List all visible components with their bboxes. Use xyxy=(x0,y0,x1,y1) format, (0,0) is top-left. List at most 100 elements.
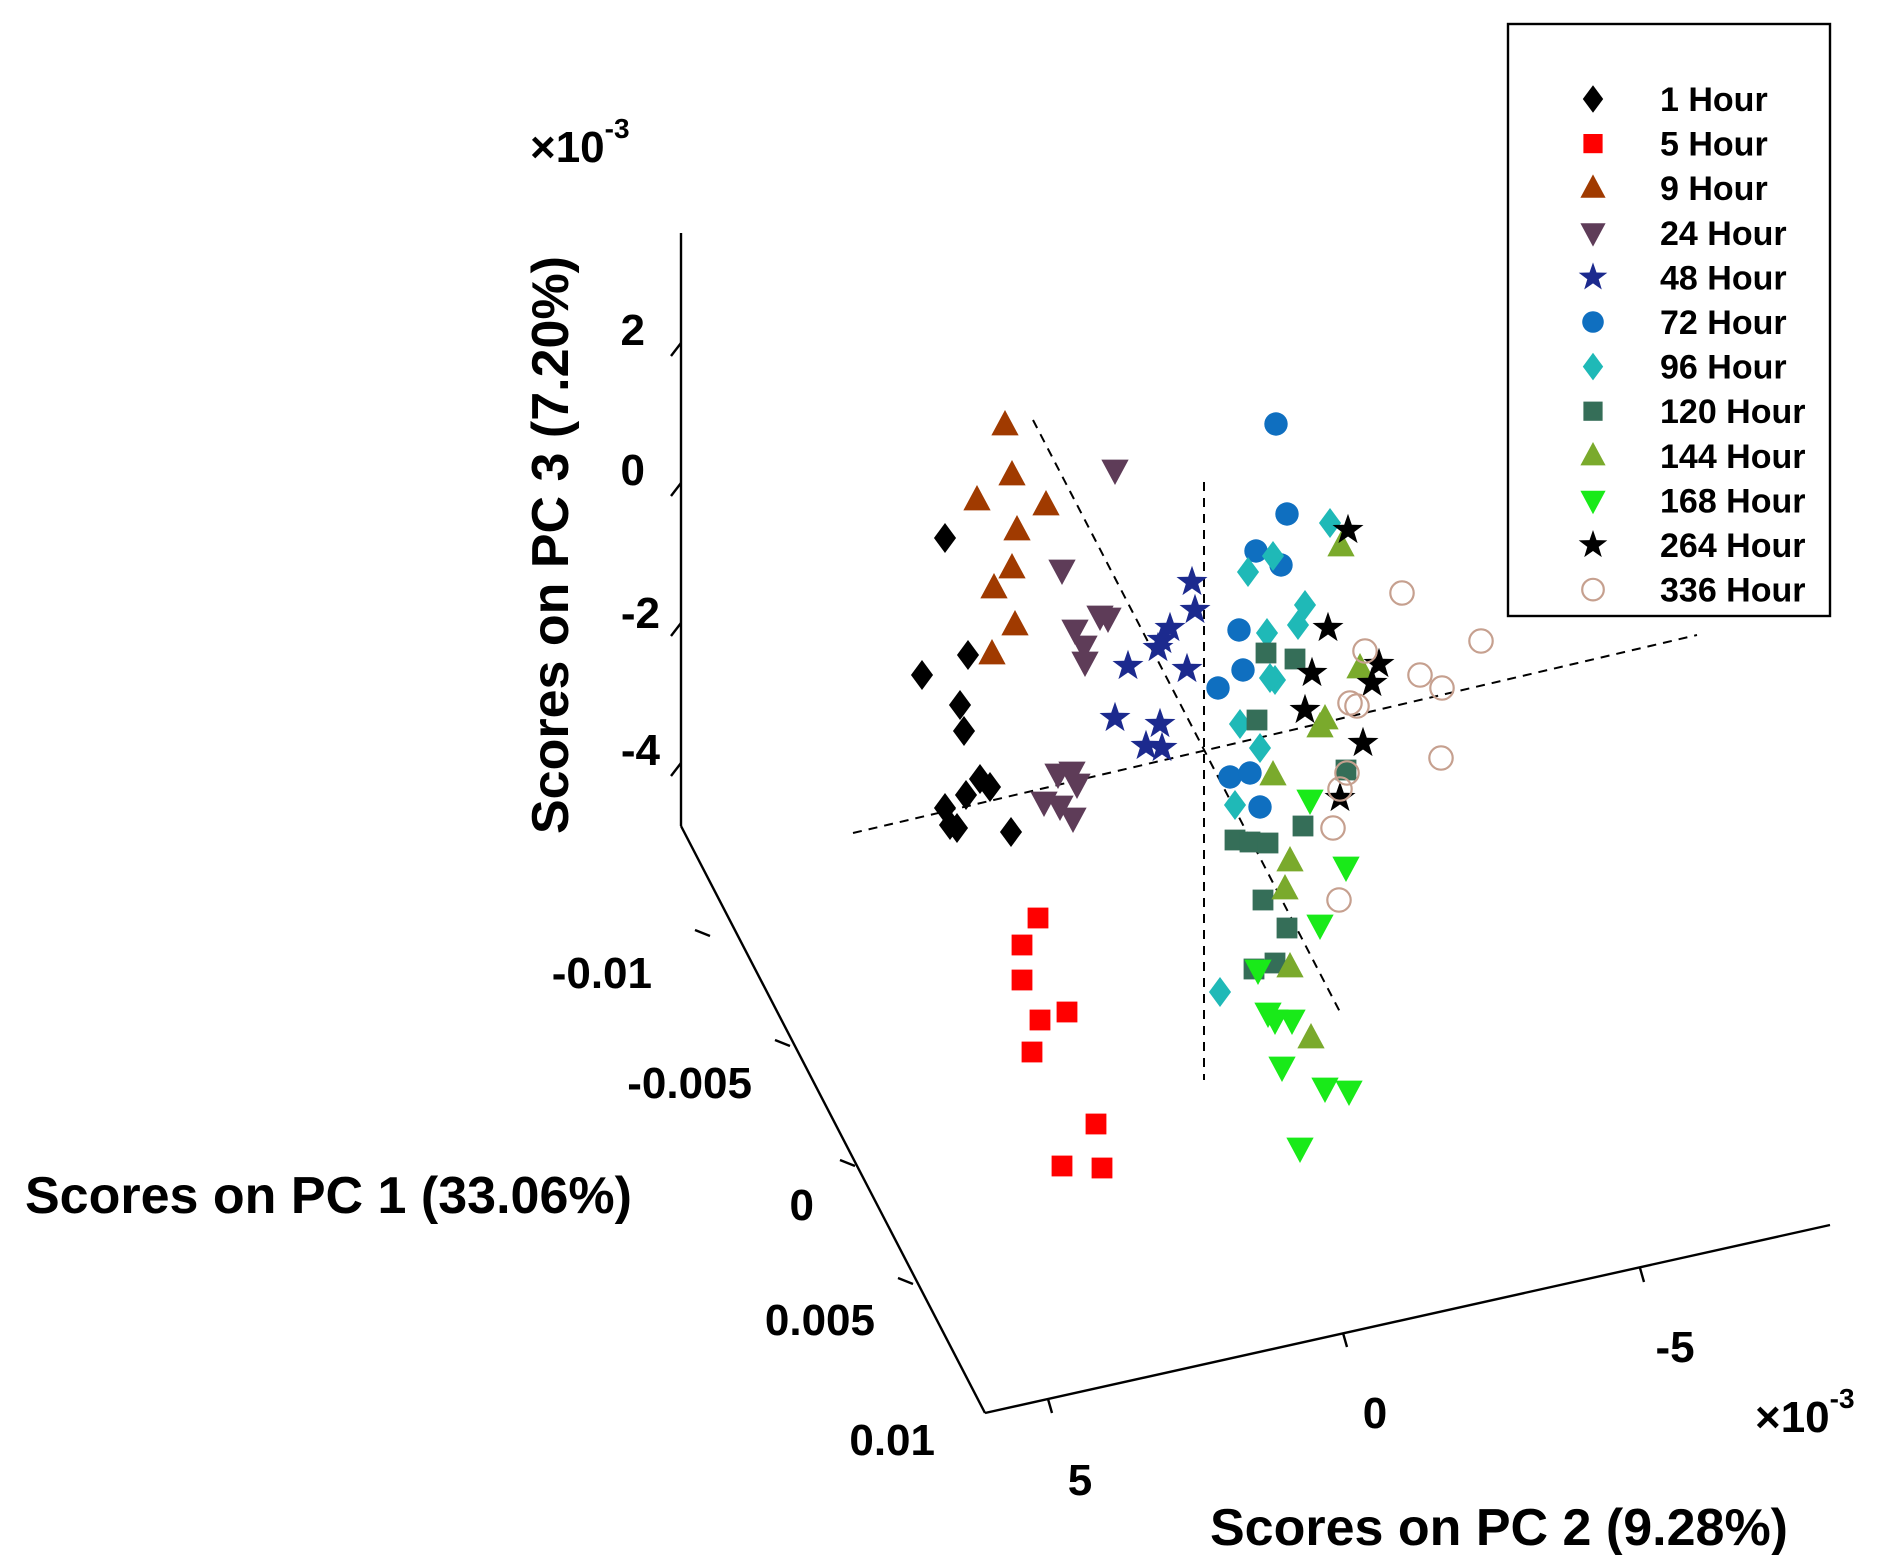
data-point-264-hour xyxy=(1312,611,1344,642)
data-point-168-hour xyxy=(1244,959,1272,985)
pc1-tick-mark xyxy=(694,928,711,938)
data-point-48-hour xyxy=(1146,623,1178,654)
data-point-9-hour xyxy=(980,573,1008,599)
data-point-120-hour xyxy=(1276,917,1298,939)
data-point-168-hour xyxy=(1332,856,1360,882)
axes-lines xyxy=(679,233,1831,1415)
data-point-9-hour xyxy=(978,639,1006,665)
data-point-96-hour xyxy=(1208,977,1232,1007)
pc2-axis-line xyxy=(984,1223,1831,1415)
legend-marker-5-hour xyxy=(1583,134,1603,154)
data-point-1-hour xyxy=(952,716,976,746)
data-point-48-hour xyxy=(1112,649,1144,680)
data-point-120-hour xyxy=(1252,889,1274,911)
data-point-5-hour xyxy=(1011,969,1033,991)
pc1-axis-title: Scores on PC 1 (33.06%) xyxy=(25,1167,632,1225)
legend-marker-72-hour xyxy=(1582,311,1604,333)
legend-label-96-hour: 96 Hour xyxy=(1660,349,1787,387)
data-point-9-hour xyxy=(998,553,1026,579)
pc3-axis-title: Scores on PC 3 (7.20%) xyxy=(522,256,580,834)
pc1-tick-mark xyxy=(774,1038,791,1048)
pc1-tick-label: -0.005 xyxy=(627,1059,752,1108)
data-point-168-hour xyxy=(1278,1009,1306,1035)
data-point-168-hour xyxy=(1268,1056,1296,1082)
data-point-144-hour xyxy=(1271,874,1299,900)
data-point-1-hour xyxy=(948,690,972,720)
legend-marker-264-hour xyxy=(1578,530,1608,558)
data-point-96-hour xyxy=(1236,557,1260,587)
data-point-24-hour xyxy=(1070,635,1098,661)
data-point-5-hour xyxy=(1085,1113,1107,1135)
pc2-axis-title: Scores on PC 2 (9.28%) xyxy=(1210,1499,1788,1555)
data-point-72-hour xyxy=(1275,502,1299,526)
data-point-1-hour xyxy=(978,772,1002,802)
data-point-96-hour xyxy=(1248,733,1272,763)
pc3-tick-label: -2 xyxy=(621,589,660,638)
pc3-tick-mark xyxy=(670,622,682,637)
data-point-5-hour xyxy=(1021,1041,1043,1063)
data-point-120-hour xyxy=(1292,815,1314,837)
data-point-264-hour xyxy=(1347,726,1379,757)
data-point-144-hour xyxy=(1259,760,1287,786)
data-point-5-hour xyxy=(1027,907,1049,929)
legend-label-336-hour: 336 Hour xyxy=(1660,572,1806,610)
pc1-tick-label: 0.005 xyxy=(765,1296,875,1345)
data-point-5-hour xyxy=(1051,1155,1073,1177)
data-point-72-hour xyxy=(1231,658,1255,682)
legend-marker-96-hour xyxy=(1582,352,1604,381)
data-point-144-hour xyxy=(1346,653,1374,679)
data-point-1-hour xyxy=(954,780,978,810)
data-point-1-hour xyxy=(968,764,992,794)
legend-label-120-hour: 120 Hour xyxy=(1660,393,1806,431)
data-point-144-hour xyxy=(1276,846,1304,872)
data-point-24-hour xyxy=(1059,807,1087,833)
legend-marker-336-hour xyxy=(1581,577,1605,602)
pc3-tick-label: 0 xyxy=(621,446,645,495)
legend-label-5-hour: 5 Hour xyxy=(1660,126,1768,164)
pc2-tick-label: -5 xyxy=(1655,1323,1694,1372)
data-point-48-hour xyxy=(1144,707,1176,738)
legend-marker-120-hour xyxy=(1583,401,1603,421)
data-point-336-hour xyxy=(1344,693,1370,719)
legend-label-48-hour: 48 Hour xyxy=(1660,259,1787,297)
data-point-96-hour xyxy=(1318,508,1342,538)
data-point-48-hour xyxy=(1179,593,1211,624)
pc1-tick-label: 0.01 xyxy=(849,1416,935,1465)
legend-label-168-hour: 168 Hour xyxy=(1660,482,1806,520)
data-point-48-hour xyxy=(1176,565,1208,596)
data-point-336-hour xyxy=(1389,580,1415,606)
pc3-tick-label: -4 xyxy=(621,726,661,775)
data-point-96-hour xyxy=(1261,541,1285,571)
legend: 1 Hour 5 Hour 9 Hour 24 Hour 48 Hour 72 Hour 9… xyxy=(1506,22,1832,618)
data-point-168-hour xyxy=(1306,914,1334,940)
pc3-tick-mark xyxy=(670,482,682,497)
legend-label-24-hour: 24 Hour xyxy=(1660,215,1787,253)
cluster-boundaries xyxy=(852,419,1698,1080)
data-point-5-hour xyxy=(1056,1001,1078,1023)
legend-marker-24-hour xyxy=(1580,223,1606,247)
data-point-24-hour xyxy=(1061,619,1089,645)
pc1-tick-mark xyxy=(839,1158,856,1168)
legend-label-264-hour: 264 Hour xyxy=(1660,527,1806,565)
data-point-336-hour xyxy=(1327,776,1353,802)
legend-box xyxy=(1506,22,1832,618)
data-point-168-hour xyxy=(1311,1077,1339,1103)
data-point-264-hour xyxy=(1356,666,1388,697)
data-point-9-hour xyxy=(998,460,1026,486)
data-point-168-hour xyxy=(1286,1137,1314,1163)
data-point-336-hour xyxy=(1334,760,1360,786)
data-point-72-hour xyxy=(1206,676,1230,700)
data-point-9-hour xyxy=(1003,515,1031,541)
data-point-9-hour xyxy=(1001,610,1029,636)
data-point-336-hour xyxy=(1407,662,1433,688)
data-point-264-hour xyxy=(1363,647,1395,678)
legend-marker-48-hour xyxy=(1578,262,1608,290)
data-point-24-hour xyxy=(1063,773,1091,799)
data-point-120-hour xyxy=(1246,709,1268,731)
data-point-144-hour xyxy=(1276,952,1304,978)
data-point-168-hour xyxy=(1296,789,1324,815)
data-point-24-hour xyxy=(1094,607,1122,633)
data-point-72-hour xyxy=(1218,765,1242,789)
pc2-tick-mark xyxy=(1046,1398,1054,1414)
